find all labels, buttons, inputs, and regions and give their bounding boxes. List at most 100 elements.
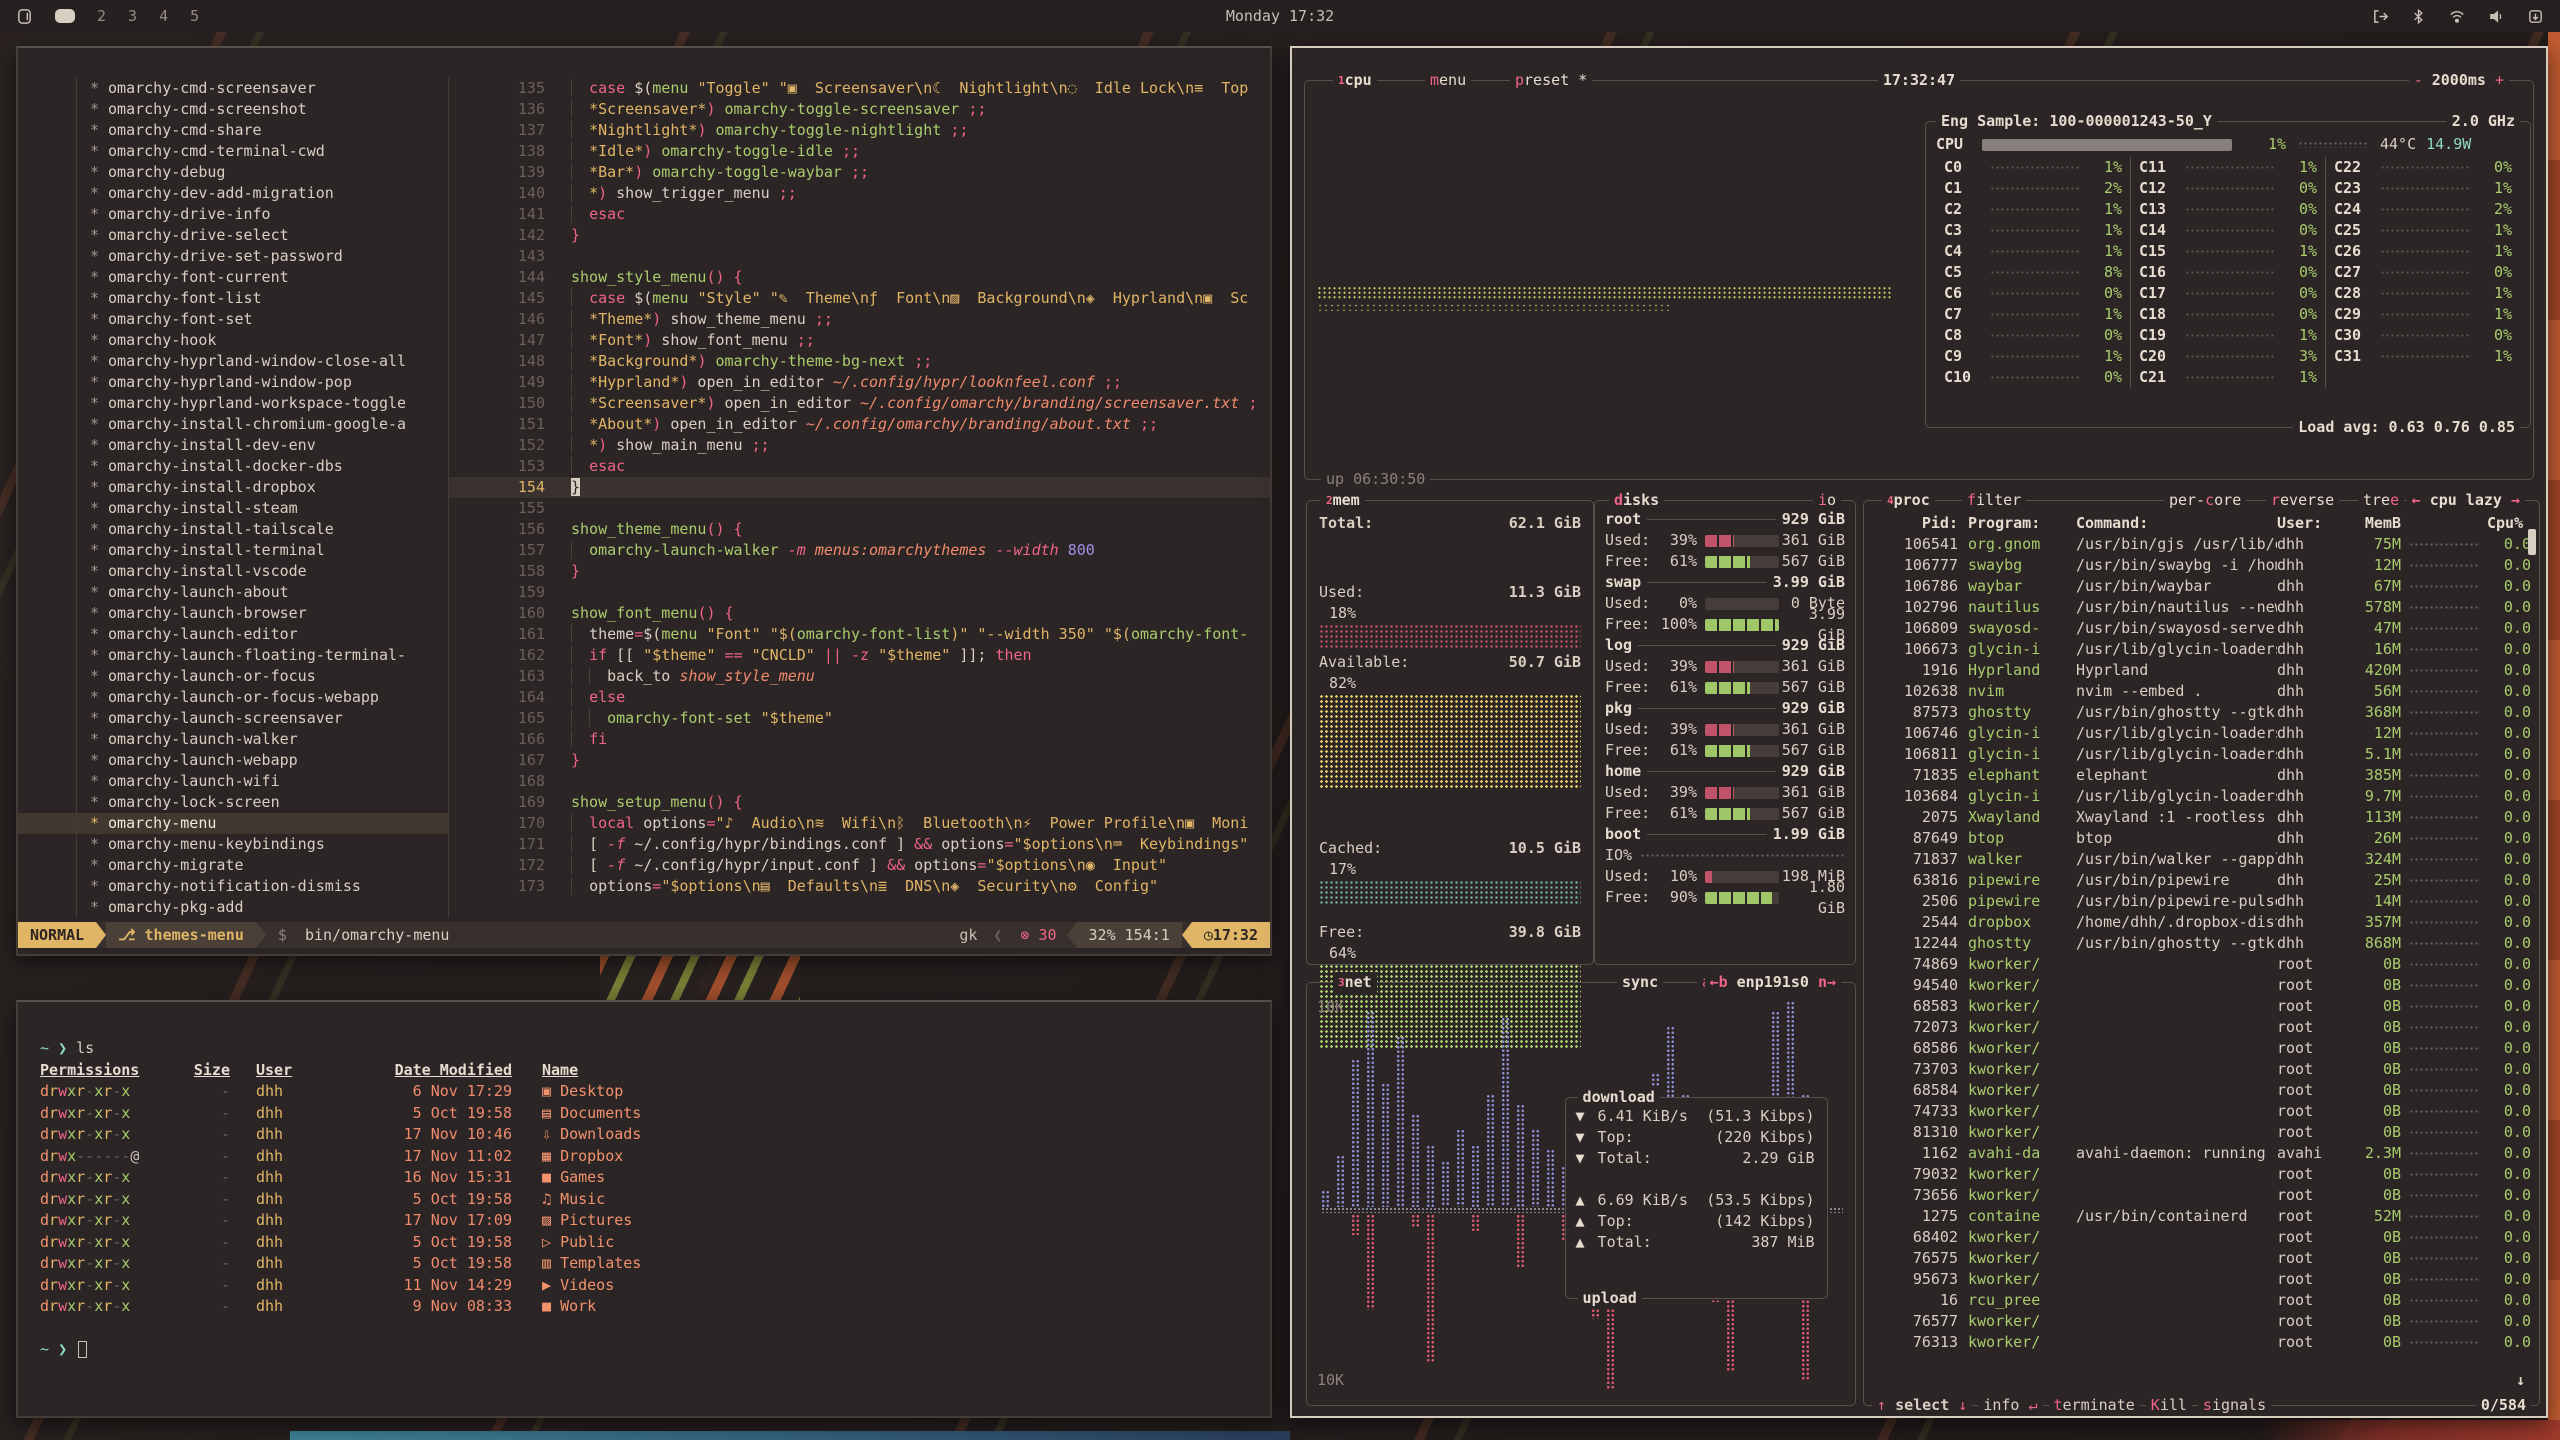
proc-row[interactable]: 87649 btop btop dhh 26M 0.0 [1912, 829, 2531, 847]
tree-item[interactable]: * omarchy-cmd-share [18, 120, 448, 141]
tree-item[interactable]: * omarchy-menu [18, 813, 448, 834]
proc-scrollbar[interactable] [2528, 529, 2536, 555]
btop-window[interactable]: 1cpu menu preset * 17:32:47 - 2000ms + E… [1290, 46, 2548, 1418]
clock[interactable]: Monday 17:32 [1225, 7, 1335, 25]
tree-item[interactable]: * omarchy-font-list [18, 288, 448, 309]
proc-row[interactable]: 106786 waybar/usr/bin/waybar dhh 67M 0.0 [1903, 577, 2531, 595]
proc-row[interactable]: 87573 ghostty/usr/bin/ghostty --gtk-dhh 36… [1912, 703, 2531, 721]
proc-sort-switcher[interactable]: ← cpu lazy → [2406, 490, 2525, 511]
tree-item[interactable]: * omarchy-launch-floating-terminal- [18, 645, 448, 666]
bluetooth-icon[interactable] [2411, 8, 2426, 25]
proc-row[interactable]: 2075 Xwayland Xwayland :1 -rootless - dhh 11… [1921, 808, 2531, 826]
proc-row[interactable]: 102796 nautilus/usr/bin/nautilus --new dhh… [1903, 598, 2531, 616]
disks-box-title[interactable]: disks [1609, 490, 1665, 511]
tree-item[interactable]: * omarchy-menu-keybindings [18, 834, 448, 855]
tree-item[interactable]: * omarchy-launch-browser [18, 603, 448, 624]
workspace-active[interactable] [55, 9, 75, 23]
proc-terminate-hint[interactable]: terminate [2048, 1395, 2140, 1416]
proc-row[interactable]: 71837 walker/usr/bin/walker --gappl dhh 324… [1912, 850, 2531, 868]
logout-icon[interactable] [2372, 8, 2389, 25]
cpu-box-title[interactable]: 1cpu [1333, 70, 1377, 91]
tree-item[interactable]: * omarchy-font-set [18, 309, 448, 330]
tree-item[interactable]: * omarchy-notification-dismiss [18, 876, 448, 897]
tree-item[interactable]: * omarchy-dev-add-migration [18, 183, 448, 204]
tree-item[interactable]: * omarchy-install-docker-dbs [18, 456, 448, 477]
btop-menu-button[interactable]: menu [1425, 70, 1472, 91]
proc-row[interactable]: 72073 kworker/root 0B 0.0 [1912, 1018, 2531, 1036]
tree-item[interactable]: * omarchy-hyprland-window-close-all [18, 351, 448, 372]
workspace-3[interactable]: 3 [128, 7, 138, 25]
tree-item[interactable]: * omarchy-launch-about [18, 582, 448, 603]
tree-item[interactable]: * omarchy-drive-select [18, 225, 448, 246]
proc-row[interactable]: 76313 kworker/root 0B 0.0 [1912, 1333, 2531, 1351]
omarchy-logo-icon[interactable] [16, 8, 33, 25]
btop-preset-button[interactable]: preset * [1510, 70, 1593, 91]
proc-row[interactable]: 73703 kworker/root 0B 0.0 [1912, 1060, 2531, 1078]
proc-row[interactable]: 68586 kworker/root 0B 0.0 [1912, 1039, 2531, 1057]
tree-item[interactable]: * omarchy-pkg-add [18, 897, 448, 918]
proc-row[interactable]: 106673 glycin-i/usr/lib/glycin-loaders dhh… [1903, 640, 2531, 658]
code-buffer[interactable]: 135 ▏ case $(menu "Toggle" "▣ Screensaver… [449, 78, 1270, 918]
tree-item[interactable]: * omarchy-install-dropbox [18, 477, 448, 498]
proc-select-hint[interactable]: ↑ select ↓ [1872, 1395, 1973, 1416]
proc-info-hint[interactable]: info ↵ [1978, 1395, 2043, 1416]
proc-row[interactable]: 106811 glycin-i/usr/lib/glycin-loaders dhh… [1903, 745, 2531, 763]
proc-tree-toggle[interactable]: tree [2358, 490, 2405, 511]
proc-row[interactable]: 106746 glycin-i/usr/lib/glycin-loaders dhh… [1903, 724, 2531, 742]
proc-row[interactable]: 103684 glycin-i/usr/lib/glycin-loaders dhh… [1903, 787, 2531, 805]
tree-item[interactable]: * omarchy-cmd-screensaver [18, 78, 448, 99]
proc-row[interactable]: 1916 Hyprland Hyprland dhh 420M 0.0 [1921, 661, 2531, 679]
proc-row[interactable]: 106777 swaybg/usr/bin/swaybg -i /hom dhh 12… [1903, 556, 2531, 574]
proc-row[interactable]: 74869 kworker/root 0B 0.0 [1912, 955, 2531, 973]
proc-row[interactable]: 1162 avahi-da avahi-daemon: running [avahi… [1921, 1144, 2531, 1162]
proc-row[interactable]: 12244 ghostty/usr/bin/ghostty --gtk-dhh 86… [1912, 934, 2531, 952]
workspace-4[interactable]: 4 [159, 7, 169, 25]
tree-item[interactable]: * omarchy-launch-webapp [18, 750, 448, 771]
workspace-2[interactable]: 2 [97, 7, 107, 25]
tree-item[interactable]: * omarchy-launch-editor [18, 624, 448, 645]
proc-row[interactable]: 106541 org.gnom/usr/bin/gjs /usr/lib/o dhh… [1903, 535, 2531, 553]
proc-row[interactable]: 1275 containe/usr/bin/containerd root 52M 0.… [1921, 1207, 2531, 1225]
tree-item[interactable]: * omarchy-hyprland-workspace-toggle [18, 393, 448, 414]
proc-row[interactable]: 2506 pipewire/usr/bin/pipewire-pulse dhh 14… [1921, 892, 2531, 910]
tree-item[interactable]: * omarchy-lock-screen [18, 792, 448, 813]
proc-row[interactable]: 81310 kworker/root 0B 0.0 [1912, 1123, 2531, 1141]
proc-row[interactable]: 95673 kworker/root 0B 0.0 [1912, 1270, 2531, 1288]
editor-split-separator[interactable] [448, 78, 449, 918]
proc-row[interactable]: 68584 kworker/root 0B 0.0 [1912, 1081, 2531, 1099]
tree-item[interactable]: * omarchy-drive-info [18, 204, 448, 225]
net-box-title[interactable]: 3net [1333, 972, 1377, 993]
io-mode-button[interactable]: io [1812, 490, 1841, 511]
proc-box-title[interactable]: 4proc [1882, 490, 1935, 511]
tree-item[interactable]: * omarchy-install-dev-env [18, 435, 448, 456]
proc-row[interactable]: 73656 kworker/root 0B 0.0 [1912, 1186, 2531, 1204]
proc-signals-hint[interactable]: signals [2197, 1395, 2272, 1416]
tree-item[interactable]: * omarchy-launch-or-focus [18, 666, 448, 687]
proc-row[interactable]: 68583 kworker/root 0B 0.0 [1912, 997, 2531, 1015]
proc-row[interactable]: 79032 kworker/root 0B 0.0 [1912, 1165, 2531, 1183]
tree-item[interactable]: * omarchy-cmd-terminal-cwd [18, 141, 448, 162]
tree-item[interactable]: * omarchy-hook [18, 330, 448, 351]
tree-item[interactable]: * omarchy-debug [18, 162, 448, 183]
updates-icon[interactable] [2527, 8, 2544, 25]
tree-item[interactable]: * omarchy-hyprland-window-pop [18, 372, 448, 393]
proc-row[interactable]: 16 rcu_pree root 0B 0.0 [1939, 1291, 2531, 1309]
proc-row[interactable]: 68402 kworker/root 0B 0.0 [1912, 1228, 2531, 1246]
proc-row[interactable]: 74733 kworker/root 0B 0.0 [1912, 1102, 2531, 1120]
tree-item[interactable]: * omarchy-launch-wifi [18, 771, 448, 792]
tree-item[interactable]: * omarchy-migrate [18, 855, 448, 876]
terminal-window[interactable]: ~ ❯ ls Permissions Size User Date Modifi… [16, 1000, 1272, 1418]
proc-row[interactable]: 102638 nvim nvim --embed . dhh 56M 0.0 [1903, 682, 2531, 700]
volume-icon[interactable] [2488, 8, 2505, 25]
tree-item[interactable]: * omarchy-launch-screensaver [18, 708, 448, 729]
update-interval-control[interactable]: - 2000ms + [2408, 70, 2509, 91]
net-interface-switcher[interactable]: ←b enp191s0 n→ [1704, 972, 1841, 993]
proc-reverse-toggle[interactable]: reverse [2266, 490, 2340, 511]
tree-item[interactable]: * omarchy-launch-walker [18, 729, 448, 750]
tree-item[interactable]: * omarchy-font-current [18, 267, 448, 288]
proc-kill-hint[interactable]: Kill [2145, 1395, 2192, 1416]
net-sync-button[interactable]: sync [1617, 972, 1664, 993]
tree-item[interactable]: * omarchy-install-tailscale [18, 519, 448, 540]
proc-row[interactable]: 94540 kworker/root 0B 0.0 [1912, 976, 2531, 994]
proc-row[interactable]: 2544 dropbox/home/dhh/.dropbox-dist dhh 357… [1921, 913, 2531, 931]
